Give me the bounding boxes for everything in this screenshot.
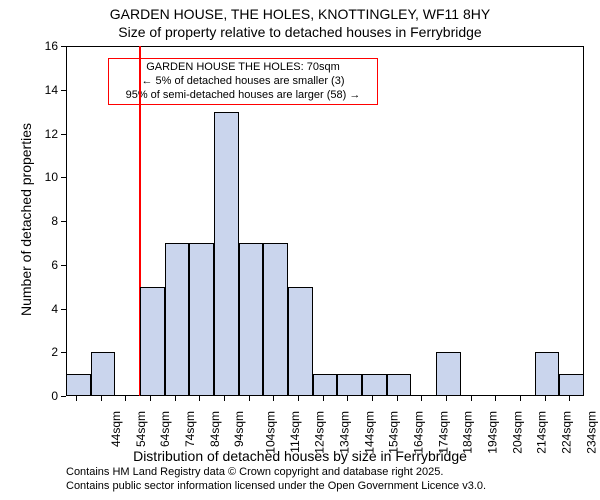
x-tick-label: 234sqm [584, 411, 598, 454]
histogram-bar [337, 374, 362, 396]
x-tick-label: 164sqm [412, 411, 426, 454]
y-tick [61, 309, 66, 310]
x-tick-label: 224sqm [560, 411, 574, 454]
y-tick [61, 134, 66, 135]
x-tick [101, 396, 102, 401]
y-tick [61, 221, 66, 222]
x-tick-label: 154sqm [387, 411, 401, 454]
footer-line-1: Contains HM Land Registry data © Crown c… [66, 466, 443, 478]
histogram-bar [436, 352, 461, 396]
annotation-line-3: 95% of semi-detached houses are larger (… [113, 89, 373, 103]
x-tick [347, 396, 348, 401]
x-tick [372, 396, 373, 401]
histogram-bar [313, 374, 338, 396]
x-tick [397, 396, 398, 401]
x-tick [495, 396, 496, 401]
histogram-bar [66, 374, 91, 396]
y-tick [61, 352, 66, 353]
x-tick-label: 214sqm [535, 411, 549, 454]
x-tick [323, 396, 324, 401]
histogram-bar [288, 287, 313, 396]
x-tick [175, 396, 176, 401]
chart-title-main: GARDEN HOUSE, THE HOLES, KNOTTINGLEY, WF… [0, 6, 600, 22]
histogram-bar [165, 243, 190, 396]
y-tick-label: 10 [30, 170, 58, 184]
histogram-bar [559, 374, 584, 396]
y-tick-label: 14 [30, 83, 58, 97]
histogram-bar [91, 352, 116, 396]
annotation-box: GARDEN HOUSE THE HOLES: 70sqm ← 5% of de… [108, 58, 378, 105]
y-tick-label: 4 [30, 302, 58, 316]
x-tick-label: 174sqm [436, 411, 450, 454]
x-tick-label: 84sqm [208, 411, 222, 447]
x-tick [273, 396, 274, 401]
x-tick [446, 396, 447, 401]
y-tick [61, 265, 66, 266]
x-tick-label: 194sqm [486, 411, 500, 454]
y-tick-label: 12 [30, 127, 58, 141]
histogram-bar [189, 243, 214, 396]
x-tick-label: 74sqm [183, 411, 197, 447]
y-tick-label: 16 [30, 39, 58, 53]
y-tick-label: 2 [30, 345, 58, 359]
x-tick-label: 94sqm [232, 411, 246, 447]
x-tick-label: 124sqm [313, 411, 327, 454]
x-tick-label: 184sqm [461, 411, 475, 454]
annotation-line-2: ← 5% of detached houses are smaller (3) [113, 75, 373, 89]
x-tick [471, 396, 472, 401]
x-tick [421, 396, 422, 401]
x-tick [150, 396, 151, 401]
y-tick [61, 177, 66, 178]
x-tick [545, 396, 546, 401]
histogram-bar [263, 243, 288, 396]
x-tick [76, 396, 77, 401]
histogram-bar [362, 374, 387, 396]
y-tick [61, 90, 66, 91]
y-tick [61, 396, 66, 397]
x-tick-label: 204sqm [510, 411, 524, 454]
histogram-bar [239, 243, 264, 396]
y-tick [61, 46, 66, 47]
x-tick-label: 104sqm [264, 411, 278, 454]
x-tick [249, 396, 250, 401]
y-tick-label: 8 [30, 214, 58, 228]
histogram-bar [535, 352, 560, 396]
x-tick [125, 396, 126, 401]
chart-container: GARDEN HOUSE, THE HOLES, KNOTTINGLEY, WF… [0, 0, 600, 500]
histogram-bar [387, 374, 412, 396]
x-tick [569, 396, 570, 401]
annotation-line-1: GARDEN HOUSE THE HOLES: 70sqm [113, 61, 373, 75]
x-tick [520, 396, 521, 401]
x-tick [224, 396, 225, 401]
x-tick-label: 134sqm [338, 411, 352, 454]
x-tick [199, 396, 200, 401]
x-tick-label: 54sqm [134, 411, 148, 447]
x-tick [298, 396, 299, 401]
histogram-bar [214, 112, 239, 396]
x-tick-label: 114sqm [287, 411, 301, 453]
x-tick-label: 144sqm [362, 411, 376, 454]
x-tick-label: 64sqm [158, 411, 172, 447]
x-tick-label: 44sqm [109, 411, 123, 447]
footer-line-2: Contains public sector information licen… [66, 480, 486, 492]
y-tick-label: 0 [30, 389, 58, 403]
y-tick-label: 6 [30, 258, 58, 272]
histogram-bar [140, 287, 165, 396]
chart-title-sub: Size of property relative to detached ho… [0, 24, 600, 40]
